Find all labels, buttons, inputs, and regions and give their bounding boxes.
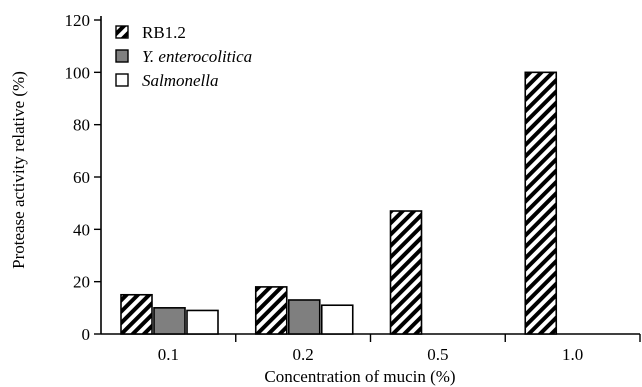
bar-rb1-2-0-2 — [254, 286, 288, 335]
x-tick-label: 0.2 — [293, 345, 314, 364]
bar-y-enterocolitica-0-1 — [153, 307, 186, 335]
y-tick-label: 20 — [73, 273, 90, 292]
y-tick-label: 0 — [82, 325, 91, 344]
bar-rb1-2-1-0 — [524, 71, 558, 335]
bar-rb1-2-0-1 — [120, 293, 153, 335]
y-tick-label: 60 — [73, 168, 90, 187]
y-tick-label: 40 — [73, 220, 90, 239]
x-tick-label: 0.1 — [158, 345, 179, 364]
x-tick-label: 1.0 — [562, 345, 583, 364]
legend-swatch — [115, 73, 129, 87]
legend-label: RB1.2 — [142, 23, 186, 42]
bar-salmonella-0-2 — [320, 304, 354, 335]
legend-label: Y. enterocolitica — [142, 47, 252, 66]
y-tick-label: 80 — [73, 116, 90, 135]
legend-swatch — [115, 25, 129, 39]
y-tick-label: 120 — [65, 11, 91, 30]
legend-swatch — [115, 49, 129, 63]
x-axis-title: Concentration of mucin (%) — [264, 367, 455, 386]
y-axis-title: Protease activity relative (%) — [9, 71, 28, 269]
bar-y-enterocolitica-0-2 — [287, 299, 321, 335]
x-tick-label: 0.5 — [427, 345, 448, 364]
legend-label: Salmonella — [142, 71, 219, 90]
bar-salmonella-0-1 — [186, 309, 219, 335]
bar-rb1-2-0-5 — [389, 210, 423, 335]
y-tick-label: 100 — [65, 63, 91, 82]
